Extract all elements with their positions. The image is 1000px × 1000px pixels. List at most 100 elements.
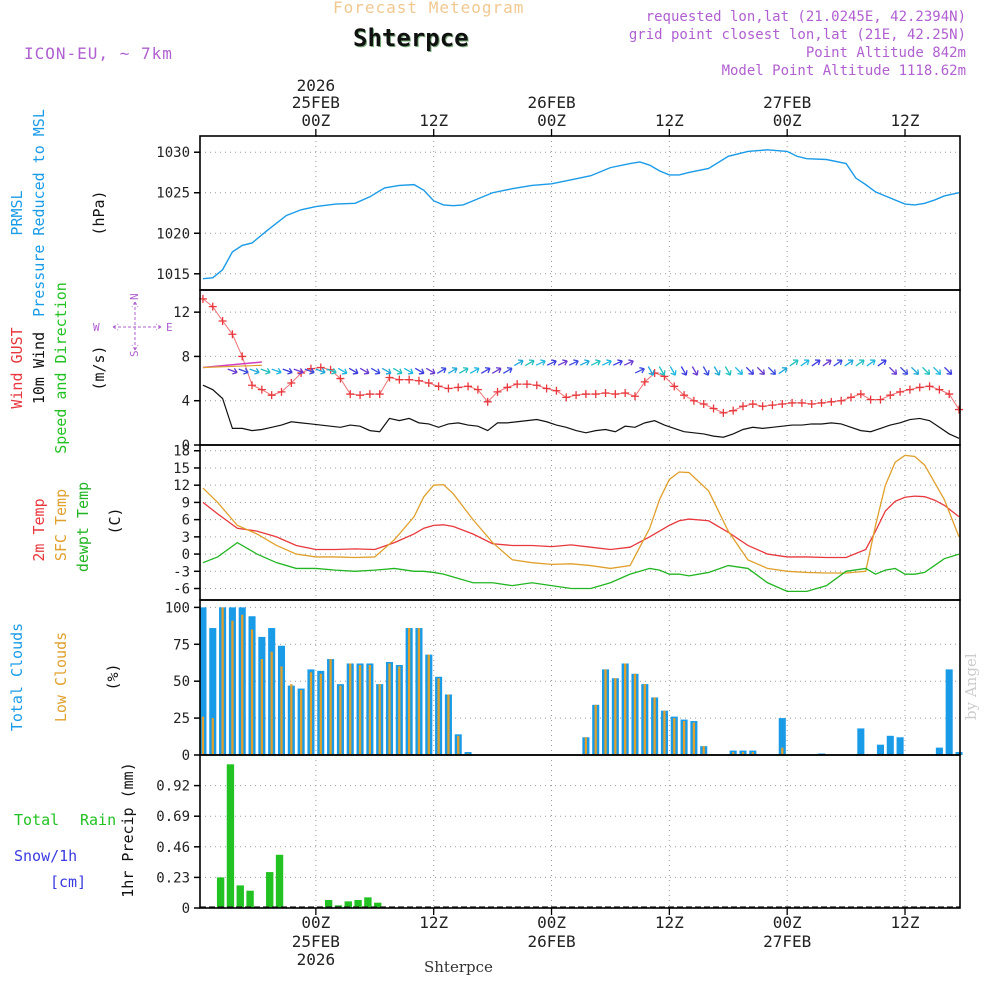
gust-marker [238, 352, 247, 361]
compass-ns-axis [131, 301, 139, 351]
wind-direction-arrow [866, 359, 876, 367]
gust-marker [257, 385, 266, 394]
arrow-head [232, 367, 238, 375]
gust-marker [267, 391, 276, 400]
low-cloud-bar [653, 697, 656, 755]
gust-marker [778, 400, 787, 409]
arrow-shaft [590, 360, 601, 366]
arrow-shaft [326, 368, 337, 374]
wind-direction-arrow [304, 367, 315, 375]
location-title: Shterpce [353, 24, 469, 52]
arrow-shaft [921, 366, 930, 375]
wind-direction-arrow [944, 366, 953, 376]
y-tick-label: 0.92 [156, 779, 190, 795]
bottom-year-label: 2026 [297, 950, 336, 969]
arrow-head [265, 367, 271, 375]
gust-marker [483, 397, 492, 406]
low-cloud-bar [751, 752, 754, 755]
rain-bar [216, 877, 225, 908]
arrow-head [540, 359, 546, 366]
gust-marker [218, 317, 227, 325]
arrow-shaft [513, 360, 524, 367]
bottom-time-label: 00Z [537, 913, 566, 932]
low-cloud-bar [594, 704, 597, 755]
rain-label-total: Total [14, 811, 59, 829]
arrow-head [528, 359, 535, 366]
arrow-head [276, 367, 282, 375]
wind10-label: 10m Wind [30, 332, 48, 404]
arrow-shaft [502, 367, 513, 374]
wind-direction-arrow [778, 367, 788, 375]
arrow-head [792, 359, 799, 366]
arrow-head [859, 359, 865, 366]
gust-marker [630, 392, 639, 401]
wind-direction-arrow [579, 359, 590, 366]
y-tick-label: 4 [182, 394, 190, 410]
rain-bar [226, 764, 235, 908]
gust-marker [955, 405, 964, 414]
wind-direction-arrow [491, 367, 502, 374]
wind-direction-arrow [899, 366, 909, 376]
wind-direction-arrow [568, 359, 579, 366]
arrow-head [341, 368, 348, 375]
y-tick-label: 0 [182, 438, 190, 454]
gust-marker [405, 375, 414, 384]
gust-marker [768, 401, 777, 410]
low-cloud-bar [732, 752, 735, 755]
total-cloud-bar [199, 607, 207, 755]
y-tick-label: 6 [182, 513, 190, 529]
model-altitude: Model Point Altitude 1118.62m [721, 63, 966, 79]
total-cloud-bar [886, 735, 894, 755]
wind-direction-arrow [227, 367, 238, 375]
gust-marker [454, 383, 463, 392]
arrow-shaft [855, 359, 865, 367]
gust-marker [738, 402, 747, 411]
low-cloud-bar [398, 666, 401, 755]
arrow-head [924, 369, 931, 376]
arrow-shaft [612, 360, 623, 366]
wind-direction-arrow [524, 359, 535, 367]
arrow-head [385, 368, 392, 375]
top-date-label: 27FEB [763, 93, 811, 112]
low-cloud-bar [231, 620, 234, 755]
bottom-date-label: 26FEB [527, 932, 575, 951]
arrow-head [891, 369, 898, 376]
y-tick-label: 1025 [156, 186, 190, 202]
arrow-head [374, 368, 381, 375]
arrow-shaft [414, 367, 425, 374]
wind-direction-arrow [921, 366, 931, 376]
wind-direction-arrow [691, 366, 699, 376]
y-tick-label: 3 [182, 530, 190, 546]
gust-marker [473, 385, 482, 394]
arrow-shaft [524, 360, 535, 367]
arrow-head [429, 368, 436, 375]
low-cloud-bar [378, 684, 381, 755]
wind-direction-arrow [724, 366, 732, 376]
wind-direction-arrow [480, 367, 491, 374]
wind-direction-arrow [403, 367, 414, 375]
arrow-shaft [359, 367, 370, 374]
point-altitude: Point Altitude 842m [805, 45, 966, 61]
arrow-shaft [392, 367, 403, 374]
gust-marker [414, 376, 423, 385]
low-cloud-bar [241, 614, 244, 755]
total-cloud-bar [778, 718, 786, 755]
arrow-shaft [370, 367, 381, 374]
temp-dewpt-line [202, 541, 960, 593]
low-cloud-bar [663, 710, 666, 755]
temp-2m-line [202, 495, 960, 559]
arrow-head [287, 367, 293, 375]
wind-direction-arrow [756, 366, 766, 376]
wind-direction-arrow [647, 366, 655, 376]
arrow-shaft [866, 359, 876, 367]
gust-marker [935, 385, 944, 394]
compass-west: W [93, 321, 100, 334]
low-cloud-bar [319, 673, 322, 755]
low-cloud-bar [457, 735, 460, 755]
wind-direction-arrow [513, 359, 524, 367]
low-cloud-bar [201, 716, 205, 755]
arrow-shaft [658, 366, 665, 376]
arrow-head [573, 359, 579, 366]
wind-direction-arrow [249, 367, 260, 375]
gust-marker [513, 380, 522, 389]
